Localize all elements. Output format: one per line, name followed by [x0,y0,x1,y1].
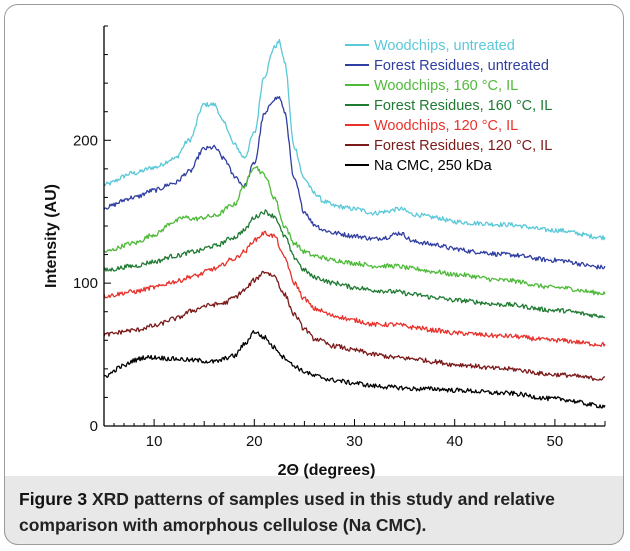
series-line-woodchips-120-c-il [103,230,606,348]
axes-layer: 10 20 30 40 50 0 100 200 2Θ (degrees) Intensity (… [43,25,606,479]
legend-entry-woodchips-120-c-il: Woodchips, 120 °C, IL [374,118,518,134]
x-axis-title: 2Θ (degrees) [278,462,376,479]
series-line-woodchips-untreated [103,38,606,241]
figure-caption: Figure 3 XRD patterns of samples used in… [4,476,624,545]
caption-label: Figure 3 [19,489,88,509]
x-tick-label: 40 [446,433,463,450]
legend-entry-forest-residues-120-c-il: Forest Residues, 120 °C, IL [374,138,552,154]
y-tick-label: 0 [90,418,98,435]
legend: Woodchips, untreated Forest Residues, unt… [345,38,552,174]
legend-entry-forest-residues-untreated: Forest Residues, untreated [374,58,549,74]
x-tick-label: 30 [346,433,363,450]
series-line-forest-residues-untreated [103,96,606,270]
caption-body: XRD patterns of samples used in this stu… [19,489,555,535]
caption-text: Figure 3 XRD patterns of samples used in… [19,486,614,538]
y-tick-label: 200 [73,132,98,149]
legend-entry-forest-residues-160-c-il: Forest Residues, 160 °C, IL [374,98,552,114]
legend-entry-woodchips-160-c-il: Woodchips, 160 °C, IL [374,78,518,94]
x-tick-label: 20 [246,433,263,450]
series-line-woodchips-160-c-il [103,165,606,296]
legend-entry-woodchips-untreated: Woodchips, untreated [374,38,515,54]
y-tick-label: 100 [73,275,98,292]
legend-entry-na-cmc-250-kda: Na CMC, 250 kDa [374,158,493,174]
x-tick-label: 50 [547,433,564,450]
series-line-forest-residues-160-c-il [103,209,606,319]
figure-frame [4,4,624,545]
x-tick-label: 10 [146,433,163,450]
series-line-na-cmc-250-kda [103,330,606,409]
series-layer [103,38,606,409]
series-line-forest-residues-120-c-il [103,270,606,382]
y-axis-title: Intensity (AU) [43,184,60,288]
